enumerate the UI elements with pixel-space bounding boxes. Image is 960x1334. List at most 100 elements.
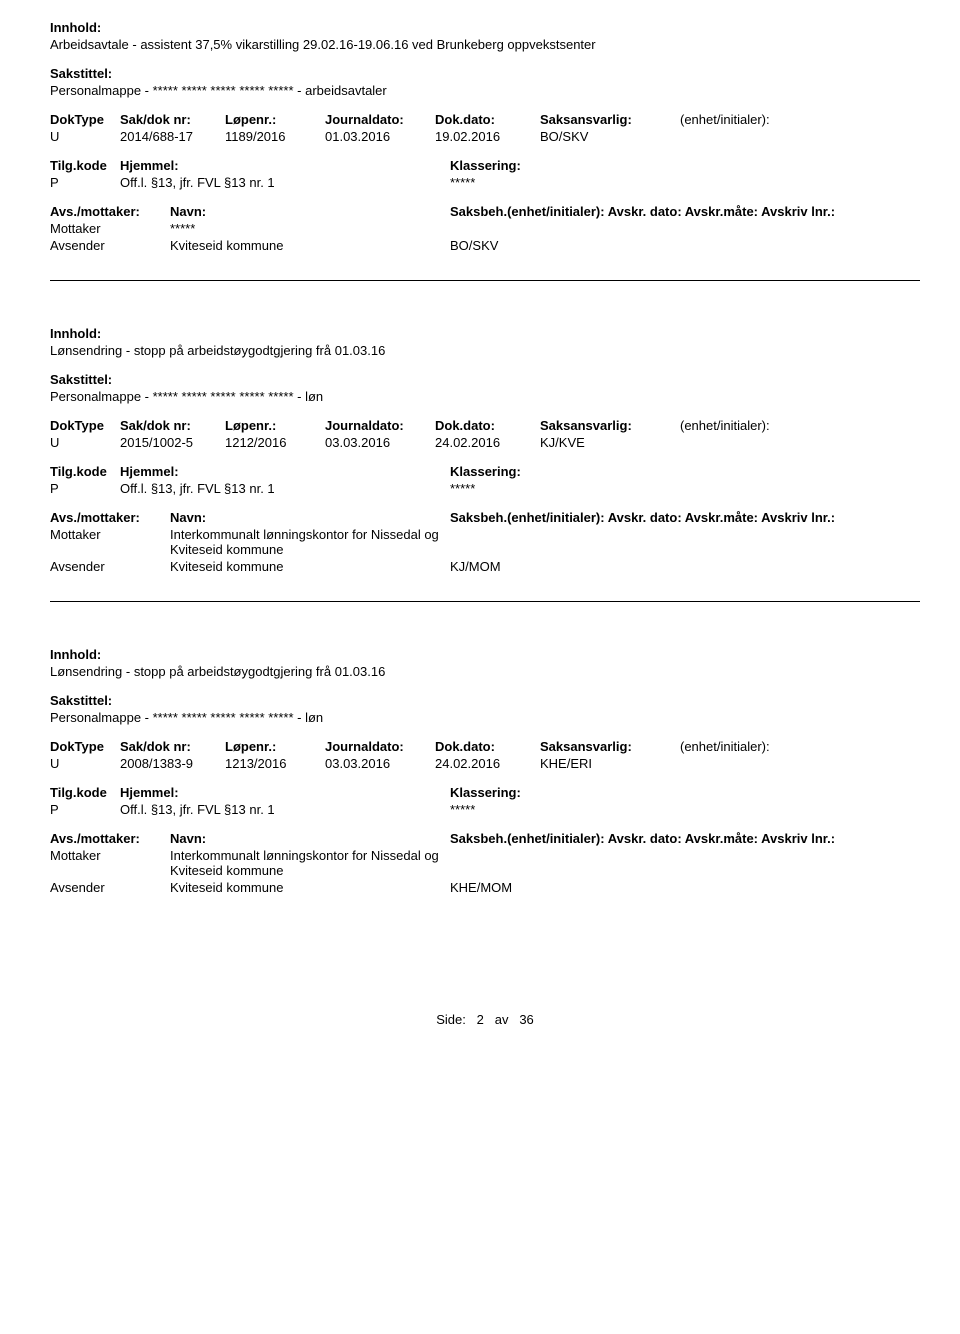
tilg-value-row: P Off.l. §13, jfr. FVL §13 nr. 1 ***** [50, 175, 920, 190]
avsmottaker-label: Avs./mottaker: [50, 204, 170, 219]
doktype-value: U [50, 435, 120, 450]
saksansvarlig-label: Saksansvarlig: [540, 112, 680, 127]
avsmottaker-label: Avs./mottaker: [50, 510, 170, 525]
party-row: Avsender Kviteseid kommune KHE/MOM [50, 880, 920, 895]
tilg-value-row: P Off.l. §13, jfr. FVL §13 nr. 1 ***** [50, 481, 920, 496]
dokdato-label: Dok.dato: [435, 739, 540, 754]
tilgkode-value: P [50, 175, 120, 190]
journaldato-label: Journaldato: [325, 739, 435, 754]
party-name: Kviteseid kommune [170, 559, 450, 574]
party-name: Interkommunalt lønningskontor for Nissed… [170, 527, 450, 557]
dokdato-value: 24.02.2016 [435, 756, 540, 771]
party-code: BO/SKV [450, 238, 650, 253]
tilg-value-row: P Off.l. §13, jfr. FVL §13 nr. 1 ***** [50, 802, 920, 817]
journaldato-value: 03.03.2016 [325, 435, 435, 450]
value-row: U 2008/1383-9 1213/2016 03.03.2016 24.02… [50, 756, 920, 771]
sakstittel-value: Personalmappe - ***** ***** ***** ***** … [50, 83, 920, 98]
doktype-label: DokType [50, 739, 120, 754]
party-row: Mottaker ***** [50, 221, 920, 236]
innhold-label: Innhold: [50, 647, 920, 662]
tilgkode-value: P [50, 481, 120, 496]
party-name: Kviteseid kommune [170, 880, 450, 895]
klassering-label: Klassering: [450, 158, 650, 173]
navn-label: Navn: [170, 831, 450, 846]
tilg-header-row: Tilg.kode Hjemmel: Klassering: [50, 785, 920, 800]
hjemmel-value: Off.l. §13, jfr. FVL §13 nr. 1 [120, 481, 450, 496]
sakstittel-value: Personalmappe - ***** ***** ***** ***** … [50, 389, 920, 404]
navn-label: Navn: [170, 204, 450, 219]
enhet-value [680, 129, 820, 144]
party-role: Avsender [50, 559, 170, 574]
lopenr-label: Løpenr.: [225, 418, 325, 433]
journaldato-value: 03.03.2016 [325, 756, 435, 771]
avs-header-row: Avs./mottaker: Navn: Saksbeh.(enhet/init… [50, 510, 920, 525]
klassering-value: ***** [450, 802, 650, 817]
hjemmel-label: Hjemmel: [120, 785, 450, 800]
saksbeh-label: Saksbeh.(enhet/initialer): Avskr. dato: … [450, 204, 910, 219]
party-code: KJ/MOM [450, 559, 650, 574]
sakdok-label: Sak/dok nr: [120, 112, 225, 127]
lopenr-value: 1212/2016 [225, 435, 325, 450]
party-name: Kviteseid kommune [170, 238, 450, 253]
journal-record: Innhold: Lønsendring - stopp på arbeidst… [50, 647, 920, 922]
klassering-value: ***** [450, 481, 650, 496]
party-role: Mottaker [50, 221, 170, 236]
dokdato-value: 24.02.2016 [435, 435, 540, 450]
avs-header-row: Avs./mottaker: Navn: Saksbeh.(enhet/init… [50, 831, 920, 846]
doktype-value: U [50, 129, 120, 144]
journal-record: Innhold: Arbeidsavtale - assistent 37,5%… [50, 20, 920, 281]
party-row: Mottaker Interkommunalt lønningskontor f… [50, 848, 920, 878]
dokdato-label: Dok.dato: [435, 418, 540, 433]
party-code [450, 527, 650, 557]
enhet-value [680, 435, 820, 450]
enhet-value [680, 756, 820, 771]
enhet-label: (enhet/initialer): [680, 418, 820, 433]
sakstittel-label: Sakstittel: [50, 372, 920, 387]
tilgkode-value: P [50, 802, 120, 817]
dokdato-label: Dok.dato: [435, 112, 540, 127]
party-role: Mottaker [50, 848, 170, 878]
saksansvarlig-value: KJ/KVE [540, 435, 680, 450]
tilgkode-label: Tilg.kode [50, 464, 120, 479]
party-code: KHE/MOM [450, 880, 650, 895]
header-row: DokType Sak/dok nr: Løpenr.: Journaldato… [50, 739, 920, 754]
klassering-label: Klassering: [450, 785, 650, 800]
journaldato-label: Journaldato: [325, 418, 435, 433]
sakstittel-value: Personalmappe - ***** ***** ***** ***** … [50, 710, 920, 725]
innhold-label: Innhold: [50, 326, 920, 341]
journaldato-value: 01.03.2016 [325, 129, 435, 144]
footer-av-label: av [495, 1012, 509, 1027]
hjemmel-value: Off.l. §13, jfr. FVL §13 nr. 1 [120, 175, 450, 190]
party-role: Avsender [50, 880, 170, 895]
footer-page: 2 [477, 1012, 484, 1027]
saksansvarlig-value: KHE/ERI [540, 756, 680, 771]
page-footer: Side: 2 av 36 [50, 1012, 920, 1027]
saksbeh-label: Saksbeh.(enhet/initialer): Avskr. dato: … [450, 831, 910, 846]
lopenr-value: 1189/2016 [225, 129, 325, 144]
saksansvarlig-label: Saksansvarlig: [540, 739, 680, 754]
lopenr-label: Løpenr.: [225, 112, 325, 127]
tilg-header-row: Tilg.kode Hjemmel: Klassering: [50, 464, 920, 479]
innhold-value: Lønsendring - stopp på arbeidstøygodtgje… [50, 664, 920, 679]
sakdok-label: Sak/dok nr: [120, 418, 225, 433]
navn-label: Navn: [170, 510, 450, 525]
hjemmel-value: Off.l. §13, jfr. FVL §13 nr. 1 [120, 802, 450, 817]
lopenr-label: Løpenr.: [225, 739, 325, 754]
party-code [450, 221, 650, 236]
party-role: Mottaker [50, 527, 170, 557]
journaldato-label: Journaldato: [325, 112, 435, 127]
sakstittel-label: Sakstittel: [50, 66, 920, 81]
hjemmel-label: Hjemmel: [120, 158, 450, 173]
party-row: Avsender Kviteseid kommune KJ/MOM [50, 559, 920, 574]
records-container: Innhold: Arbeidsavtale - assistent 37,5%… [50, 20, 920, 922]
footer-side-label: Side: [436, 1012, 466, 1027]
value-row: U 2015/1002-5 1212/2016 03.03.2016 24.02… [50, 435, 920, 450]
tilgkode-label: Tilg.kode [50, 158, 120, 173]
avs-header-row: Avs./mottaker: Navn: Saksbeh.(enhet/init… [50, 204, 920, 219]
tilg-header-row: Tilg.kode Hjemmel: Klassering: [50, 158, 920, 173]
saksbeh-label: Saksbeh.(enhet/initialer): Avskr. dato: … [450, 510, 910, 525]
sakdok-value: 2015/1002-5 [120, 435, 225, 450]
doktype-label: DokType [50, 112, 120, 127]
header-row: DokType Sak/dok nr: Løpenr.: Journaldato… [50, 112, 920, 127]
klassering-label: Klassering: [450, 464, 650, 479]
